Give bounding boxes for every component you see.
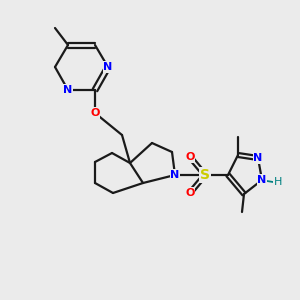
Text: O: O xyxy=(185,188,195,198)
Text: O: O xyxy=(90,108,100,118)
Text: N: N xyxy=(63,85,73,95)
Text: N: N xyxy=(257,175,267,185)
Text: S: S xyxy=(200,168,210,182)
Text: O: O xyxy=(185,152,195,162)
Text: N: N xyxy=(170,170,180,180)
Text: N: N xyxy=(254,153,262,163)
Text: H: H xyxy=(274,177,282,187)
Text: N: N xyxy=(103,62,112,72)
